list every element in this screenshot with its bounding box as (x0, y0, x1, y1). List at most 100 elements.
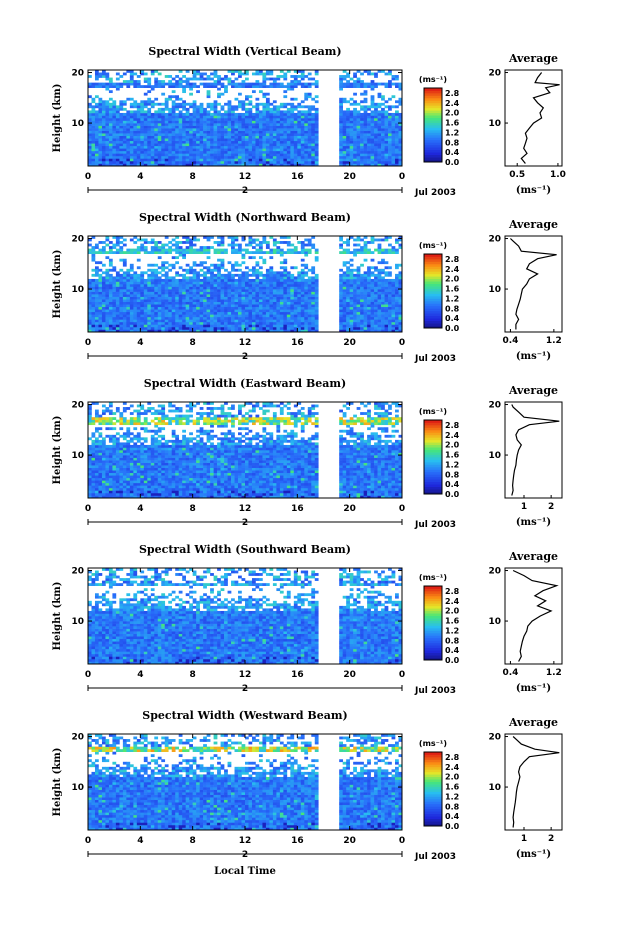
heatmap-cell (300, 160, 305, 164)
heatmap-cell (210, 163, 214, 167)
heatmap-cell (398, 87, 403, 91)
heatmap-cell (384, 72, 389, 76)
heatmap-cell (245, 115, 249, 119)
heatmap-cell (307, 153, 312, 157)
heatmap-cell (353, 276, 357, 280)
heatmap-cell (391, 118, 396, 121)
heatmap-cell (227, 107, 232, 111)
heatmap-cell (342, 130, 347, 134)
colorbar-segment (424, 142, 442, 146)
heatmap-cell (126, 278, 131, 282)
heatmap-cell (108, 281, 113, 285)
heatmap-cell (374, 140, 378, 144)
heatmap-cell (122, 112, 127, 116)
heatmap-cell (300, 246, 305, 249)
heatmap-cell (175, 135, 180, 139)
heatmap-cell (88, 128, 92, 131)
heatmap-cell (94, 72, 99, 76)
heatmap-cell (311, 268, 316, 272)
heatmap-cell (234, 326, 239, 330)
heatmap-cell (136, 281, 141, 285)
heatmap-cell (248, 133, 253, 136)
heatmap-cell (161, 130, 166, 134)
heatmap-cell (290, 107, 295, 111)
heatmap-cell (283, 316, 288, 320)
heatmap-cell (108, 160, 113, 164)
heatmap-cell (105, 87, 110, 91)
heatmap-cell (374, 299, 378, 302)
heatmap-cell (220, 155, 225, 159)
heatmap-cell (349, 299, 354, 302)
heatmap-cell (108, 105, 113, 109)
heatmap-cell (231, 329, 235, 333)
heatmap-cell (251, 105, 256, 109)
heatmap-cell (112, 85, 117, 88)
heatmap-cell (398, 120, 403, 124)
heatmap-cell (192, 284, 197, 287)
heatmap-cell (297, 155, 302, 159)
heatmap-cell (384, 105, 389, 109)
heatmap-cell (213, 105, 218, 109)
heatmap-cell (262, 107, 267, 111)
heatmap-cell (164, 120, 169, 124)
heatmap-cell (175, 256, 180, 260)
heatmap-cell (293, 143, 298, 147)
heatmap-cell (360, 145, 364, 149)
heatmap-cell (300, 268, 305, 272)
heatmap-cell (241, 286, 246, 290)
heatmap-cell (133, 85, 138, 88)
heatmap-cell (248, 256, 253, 260)
heatmap-cell (283, 150, 288, 154)
heatmap-cell (391, 138, 396, 142)
heatmap-cell (248, 102, 253, 106)
heatmap-cell (255, 271, 260, 275)
heatmap-cell (286, 273, 291, 277)
heatmap-cell (283, 236, 288, 239)
heatmap-cell (342, 316, 347, 320)
heatmap-cell (255, 294, 260, 297)
heatmap-cell (231, 150, 235, 154)
heatmap-cell (300, 258, 305, 262)
heatmap-cell (178, 133, 183, 136)
heatmap-cell (129, 135, 134, 139)
heatmap-cell (136, 316, 141, 320)
heatmap-cell (398, 304, 403, 308)
heatmap-cell (251, 143, 256, 147)
heatmap-cell (231, 158, 235, 162)
heatmap-cell (367, 304, 371, 308)
heatmap-cell (353, 289, 357, 292)
heatmap-cell (245, 306, 249, 310)
heatmap-cell (307, 291, 312, 295)
heatmap-cell (255, 143, 260, 147)
heatmap-cell (115, 85, 120, 88)
heatmap-cell (265, 251, 270, 254)
heatmap-cell (119, 306, 124, 310)
heatmap-cell (140, 314, 145, 318)
heatmap-cell (140, 286, 145, 290)
heatmap-cell (217, 95, 221, 99)
heatmap-cell (374, 133, 378, 136)
heatmap-cell (349, 133, 354, 136)
heatmap-cell (258, 324, 263, 328)
heatmap-cell (231, 289, 235, 292)
heatmap-cell (206, 296, 211, 300)
heatmap-cell (143, 238, 148, 242)
heatmap-cell (262, 296, 267, 300)
heatmap-cell (395, 311, 399, 315)
heatmap-cell (150, 148, 155, 152)
heatmap-cell (168, 324, 173, 328)
heatmap-cell (231, 123, 235, 126)
heatmap-cell (168, 304, 173, 308)
heatmap-cell (133, 241, 138, 244)
heatmap-cell (199, 286, 204, 290)
heatmap-cell (108, 286, 113, 290)
heatmap-cell (314, 95, 319, 99)
heatmap-cell (279, 105, 284, 109)
heatmap-cell (231, 130, 235, 134)
heatmap-cell (262, 135, 267, 139)
heatmap-cell (220, 276, 225, 280)
heatmap-cell (112, 266, 117, 270)
heatmap-cell (161, 309, 166, 313)
heatmap-cell (210, 118, 214, 121)
heatmap-cell (196, 143, 200, 147)
